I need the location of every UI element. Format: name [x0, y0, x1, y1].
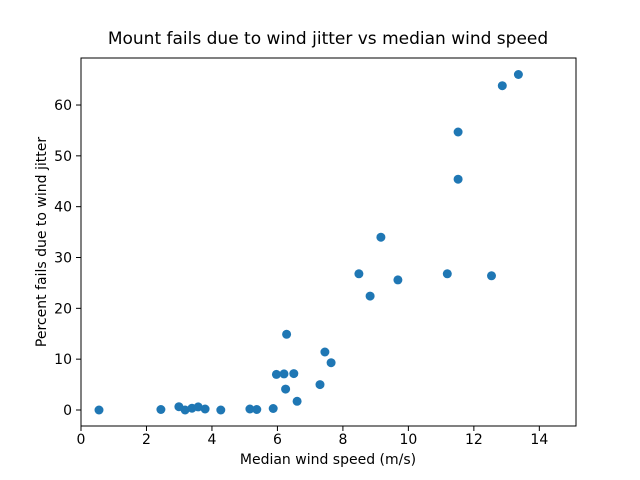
data-point	[193, 402, 203, 412]
data-point	[453, 127, 463, 137]
data-point	[180, 405, 190, 415]
data-point	[200, 404, 210, 414]
y-tick-label: 0	[63, 403, 72, 419]
y-tick-label: 40	[54, 200, 72, 216]
y-tick-label: 20	[54, 301, 72, 317]
x-tick-label: 14	[530, 432, 548, 448]
data-point	[393, 275, 403, 285]
x-tick-label: 12	[465, 432, 483, 448]
x-tick-label: 0	[77, 432, 86, 448]
data-point	[271, 369, 281, 379]
data-point	[326, 358, 336, 368]
y-tick-label: 60	[54, 98, 72, 114]
data-point	[268, 404, 278, 413]
data-point	[376, 232, 386, 242]
data-point	[354, 269, 364, 279]
data-point	[292, 396, 302, 406]
data-point	[279, 369, 289, 379]
data-point	[252, 405, 262, 414]
data-point	[94, 405, 104, 415]
data-point	[315, 380, 325, 390]
axis-frame	[80, 57, 577, 427]
x-tick-label: 6	[273, 432, 282, 448]
x-tick-label: 8	[338, 432, 347, 448]
data-point	[245, 404, 255, 414]
data-point	[497, 81, 507, 91]
x-tick-label: 4	[207, 432, 216, 448]
data-point	[320, 347, 330, 357]
y-tick-label: 30	[54, 251, 72, 267]
y-tick-label: 50	[54, 149, 72, 165]
x-tick-label: 2	[142, 432, 151, 448]
data-point	[453, 174, 463, 184]
data-point	[282, 329, 292, 339]
x-tick-label: 10	[399, 432, 417, 448]
data-point	[442, 269, 452, 279]
chart-title: Mount fails due to wind jitter vs median…	[108, 29, 548, 49]
data-point	[281, 384, 291, 394]
data-point	[365, 291, 375, 301]
data-point	[216, 405, 226, 415]
x-axis-label: Median wind speed (m/s)	[240, 452, 416, 468]
y-axis-label: Percent fails due to wind jitter	[34, 137, 50, 347]
data-point	[513, 70, 523, 79]
data-point	[289, 369, 299, 379]
data-point	[487, 271, 496, 281]
data-point	[156, 405, 166, 414]
plot-area: 0 2 4 6 8 10 12 14 0 10 20 30 40 50 60	[54, 57, 577, 448]
y-tick-label: 10	[54, 352, 72, 368]
